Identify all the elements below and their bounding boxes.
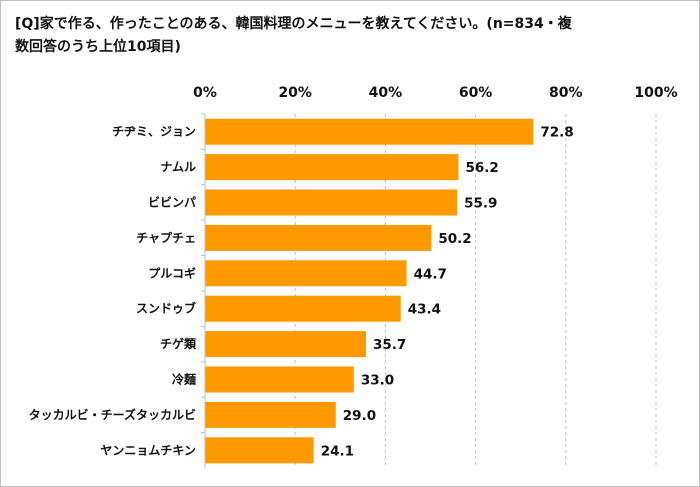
data-label: 56.2 xyxy=(465,160,498,176)
chart-title: [Q]家で作る、作ったことのある、韓国料理のメニューを教えてください。(n=83… xyxy=(15,16,572,55)
bar xyxy=(205,331,367,358)
bar xyxy=(205,295,401,322)
category-label: スンドゥブ xyxy=(136,301,196,316)
category-label: チャプチェ xyxy=(136,230,196,245)
category-label: タッカルビ・チーズタッカルビ xyxy=(29,407,196,422)
x-tick-label: 0% xyxy=(193,85,217,101)
x-tick-label: 80% xyxy=(549,85,583,101)
data-label: 24.1 xyxy=(321,443,354,459)
bar xyxy=(205,118,534,145)
data-label: 50.2 xyxy=(438,231,471,247)
x-tick-label: 20% xyxy=(278,85,312,101)
x-tick-label: 60% xyxy=(459,85,493,101)
bar xyxy=(205,437,314,464)
bar xyxy=(205,224,432,251)
category-label: プルコギ xyxy=(148,265,196,280)
bar xyxy=(205,260,407,287)
data-label: 35.7 xyxy=(373,337,406,353)
x-tick-label: 100% xyxy=(634,85,677,101)
data-label: 55.9 xyxy=(464,196,497,212)
data-label: 72.8 xyxy=(540,125,573,141)
category-label: チヂミ、ジョン xyxy=(112,125,196,139)
x-tick-label: 40% xyxy=(369,85,403,101)
bar xyxy=(205,189,458,216)
category-label: チゲ類 xyxy=(160,336,197,351)
data-label: 33.0 xyxy=(361,373,394,389)
bar xyxy=(205,366,354,393)
data-label: 43.4 xyxy=(408,302,441,318)
category-label: 冷麺 xyxy=(172,372,196,387)
category-label: ナムル xyxy=(160,160,196,174)
category-label: ヤンニョムチキン xyxy=(100,443,196,457)
bar xyxy=(205,401,336,428)
data-label: 44.7 xyxy=(414,266,447,282)
category-label: ビビンパ xyxy=(148,195,196,210)
data-label: 29.0 xyxy=(343,408,376,424)
bar xyxy=(205,154,459,181)
